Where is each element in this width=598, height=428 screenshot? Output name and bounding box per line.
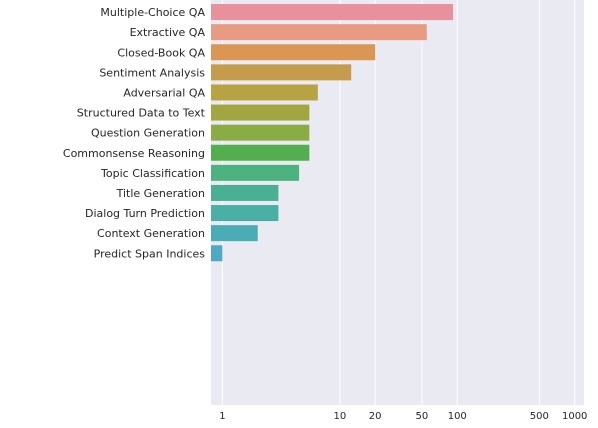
category-label: Predict Span Indices (94, 247, 206, 260)
bar (211, 225, 258, 242)
category-label: Sentiment Analysis (99, 66, 205, 79)
x-tick-label: 10 (333, 411, 346, 422)
category-label: Dialog Turn Prediction (85, 207, 205, 220)
bar (211, 124, 310, 141)
bar (211, 205, 279, 222)
bar (211, 164, 300, 181)
bar (211, 4, 454, 21)
bar (211, 104, 310, 121)
category-label: Topic Classification (100, 167, 205, 180)
bar (211, 144, 310, 161)
category-label: Closed-Book QA (117, 46, 205, 59)
category-label: Structured Data to Text (77, 107, 206, 120)
bar (211, 84, 318, 101)
plot-background (211, 0, 584, 405)
category-labels: Multiple-Choice QA Extractive QA Closed-Bo… (63, 6, 206, 260)
bar (211, 24, 427, 41)
bar (211, 64, 352, 81)
category-label: Title Generation (116, 187, 205, 200)
bar (211, 184, 279, 201)
bar (211, 44, 376, 61)
x-tick-label: 50 (416, 411, 429, 422)
x-tick-label: 1000 (562, 411, 587, 422)
x-tick-label: 20 (369, 411, 382, 422)
category-label: Context Generation (97, 227, 205, 240)
bar (211, 245, 223, 262)
x-tick-label: 100 (448, 411, 467, 422)
x-tick-label: 1 (219, 411, 225, 422)
category-label: Multiple-Choice QA (100, 6, 205, 19)
x-tick-labels: 1 10 20 50 100 500 1000 (219, 411, 587, 422)
category-label: Extractive QA (130, 26, 206, 39)
category-label: Adversarial QA (123, 86, 205, 99)
bars (211, 4, 454, 262)
category-label: Commonsense Reasoning (63, 147, 205, 160)
x-tick-label: 500 (530, 411, 549, 422)
category-label: Question Generation (91, 127, 205, 140)
